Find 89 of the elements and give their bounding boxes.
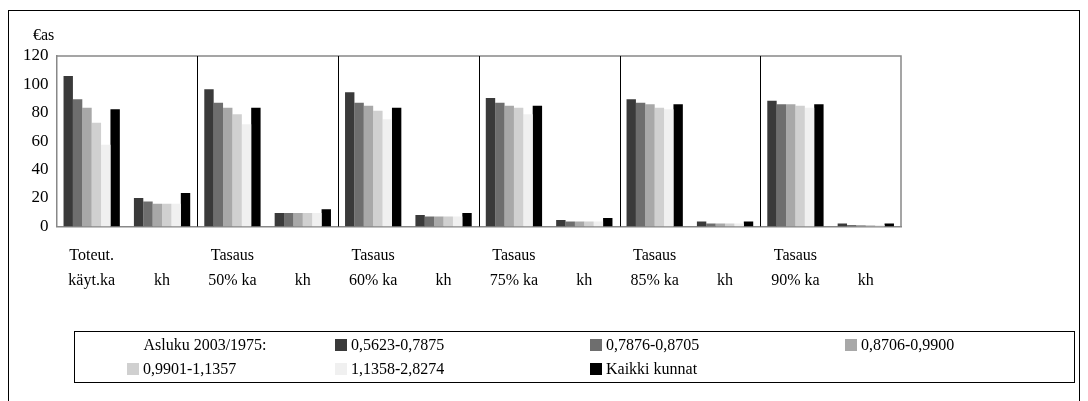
bar bbox=[223, 107, 233, 227]
bar bbox=[241, 124, 252, 227]
bar bbox=[565, 221, 575, 227]
legend-label: 1,1358-2,8274 bbox=[351, 359, 445, 378]
bar bbox=[673, 104, 683, 227]
bar bbox=[345, 92, 355, 227]
bar bbox=[110, 109, 120, 227]
bar bbox=[495, 102, 505, 227]
x-tick-label: kh bbox=[294, 270, 311, 288]
y-tick-label: 20 bbox=[31, 187, 49, 207]
bar bbox=[363, 105, 374, 227]
legend-label: 0,7876-0,8705 bbox=[606, 335, 700, 354]
x-tick-label: kh bbox=[154, 270, 171, 288]
x-tick-label: Tasaus 75% ka bbox=[489, 246, 539, 288]
bar bbox=[180, 193, 191, 227]
bar bbox=[743, 221, 754, 227]
bar bbox=[91, 122, 102, 227]
bar bbox=[101, 144, 111, 227]
bar bbox=[251, 107, 261, 227]
bar bbox=[391, 107, 402, 227]
bar bbox=[593, 221, 604, 227]
y-tick-label: 40 bbox=[31, 159, 49, 179]
x-tick-label: Tasaus 60% ka bbox=[348, 246, 398, 288]
x-tick-label: kh bbox=[576, 270, 593, 288]
x-tick-label: kh bbox=[717, 270, 734, 288]
y-tick-label: 120 bbox=[23, 45, 49, 65]
bar bbox=[574, 221, 585, 227]
legend-label: 0,5623-0,7875 bbox=[351, 335, 445, 354]
bar bbox=[776, 104, 787, 227]
bar bbox=[767, 100, 777, 227]
bar bbox=[485, 97, 496, 227]
bar bbox=[382, 119, 392, 227]
bar bbox=[795, 105, 805, 227]
bar bbox=[72, 99, 83, 227]
bar bbox=[302, 212, 313, 227]
bar bbox=[424, 216, 435, 227]
y-axis-title: €as bbox=[33, 26, 55, 43]
bar bbox=[143, 201, 153, 227]
y-tick-label: 0 bbox=[40, 215, 49, 235]
bar bbox=[63, 75, 73, 227]
bar bbox=[274, 212, 285, 227]
legend-label: 0,9901-1,1357 bbox=[143, 359, 237, 378]
bar bbox=[171, 203, 181, 227]
bar bbox=[293, 212, 303, 227]
legend-label: 0,8706-0,9900 bbox=[861, 335, 955, 354]
bar bbox=[804, 107, 815, 227]
bar bbox=[284, 212, 294, 227]
bar bbox=[513, 107, 524, 227]
bar bbox=[654, 107, 665, 227]
bar bbox=[354, 102, 364, 227]
bar bbox=[232, 114, 242, 227]
bar bbox=[645, 104, 655, 227]
bar bbox=[532, 105, 543, 227]
x-tick-label: kh bbox=[857, 270, 874, 288]
y-tick-label: 80 bbox=[31, 102, 49, 122]
bar bbox=[321, 209, 331, 227]
bar bbox=[786, 104, 796, 227]
bar bbox=[204, 89, 214, 227]
bar bbox=[312, 212, 322, 227]
bar bbox=[556, 220, 566, 227]
bar bbox=[434, 216, 444, 227]
bar bbox=[626, 99, 636, 227]
bar bbox=[82, 107, 92, 227]
bar bbox=[162, 203, 172, 227]
x-tick-label: Tasaus 85% ka bbox=[630, 246, 679, 288]
bar bbox=[452, 216, 463, 227]
bar bbox=[373, 110, 383, 227]
legend-title: Asluku 2003/1975: bbox=[142, 334, 268, 355]
bar bbox=[603, 217, 613, 227]
bar bbox=[523, 114, 533, 227]
x-tick-label: kh bbox=[435, 270, 452, 288]
bar bbox=[213, 102, 224, 227]
bar bbox=[415, 215, 425, 227]
bar bbox=[664, 109, 674, 227]
bar bbox=[462, 212, 472, 227]
x-tick-label: Tasaus 50% ka bbox=[208, 246, 257, 288]
x-tick-label: Toteut. käyt.ka bbox=[68, 246, 116, 289]
y-tick-label: 60 bbox=[31, 130, 49, 150]
bar bbox=[504, 105, 514, 227]
bar bbox=[152, 203, 163, 227]
bar bbox=[133, 198, 144, 227]
bar bbox=[814, 104, 824, 227]
x-tick-label: Tasaus 90% ka bbox=[771, 246, 820, 288]
bar bbox=[696, 221, 707, 227]
bar bbox=[584, 221, 594, 227]
legend-label: Kaikki kunnat bbox=[606, 359, 698, 378]
bar bbox=[635, 102, 646, 227]
bar bbox=[443, 216, 453, 227]
y-tick-label: 100 bbox=[23, 73, 49, 93]
